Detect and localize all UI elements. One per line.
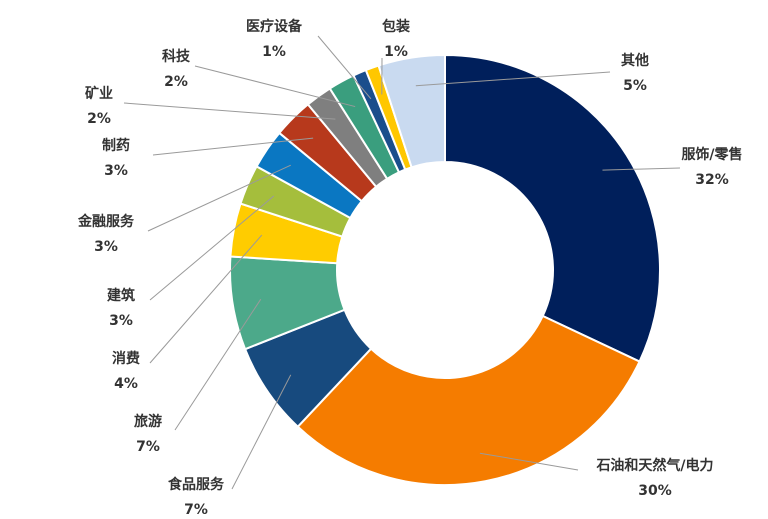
slice-value-12: 5%: [623, 78, 647, 94]
leader-line-3: [174, 298, 262, 431]
slice-label-1: 石油和天然气/电力: [595, 457, 713, 474]
leader-line-7: [152, 137, 314, 156]
leader-line-9: [194, 65, 356, 108]
slice-0: [444, 53, 661, 363]
slice-label-11: 包装: [382, 18, 411, 35]
leader-line-1: [479, 452, 579, 471]
leader-line-6: [147, 164, 291, 232]
slice-1: [296, 314, 641, 486]
slice-label-7: 制药: [102, 137, 130, 154]
leader-line-0: [602, 167, 681, 171]
slice-label-3: 旅游: [134, 413, 162, 430]
slice-value-1: 30%: [638, 483, 672, 499]
slice-value-3: 7%: [136, 439, 160, 455]
leader-line-8: [123, 102, 336, 120]
slices-group: [229, 53, 661, 486]
slice-value-7: 3%: [104, 163, 128, 179]
slice-label-2: 食品服务: [168, 476, 225, 493]
leader-line-2: [231, 374, 292, 490]
slice-label-12: 其他: [621, 52, 649, 69]
slice-value-0: 32%: [695, 172, 729, 188]
slice-label-5: 建筑: [107, 287, 135, 304]
slice-value-10: 1%: [262, 44, 286, 60]
leader-line-12: [415, 71, 611, 87]
slice-value-8: 2%: [87, 111, 111, 127]
slice-value-6: 3%: [94, 239, 118, 255]
slice-label-6: 金融服务: [77, 213, 135, 230]
labels-group: 服饰/零售 32% 石油和天然气/电力 30% 食品服务 7% 旅游 7% 消费 4% 建筑 3% 金融…: [77, 18, 743, 518]
slice-label-0: 服饰/零售: [681, 146, 742, 163]
slice-value-4: 4%: [114, 376, 138, 392]
slice-value-2: 7%: [184, 502, 208, 518]
slice-value-5: 3%: [109, 313, 133, 329]
slice-label-4: 消费: [112, 350, 140, 367]
leader-line-10: [317, 35, 372, 100]
slice-value-9: 2%: [164, 74, 188, 90]
slice-value-11: 1%: [384, 44, 408, 60]
leader-lines-group: [123, 35, 681, 490]
slice-12: [377, 53, 446, 169]
slice-label-8: 矿业: [85, 85, 113, 102]
slice-label-9: 科技: [162, 48, 191, 65]
leader-line-5: [149, 195, 275, 301]
leader-line-4: [149, 234, 263, 364]
slice-label-10: 医疗设备: [246, 18, 303, 35]
